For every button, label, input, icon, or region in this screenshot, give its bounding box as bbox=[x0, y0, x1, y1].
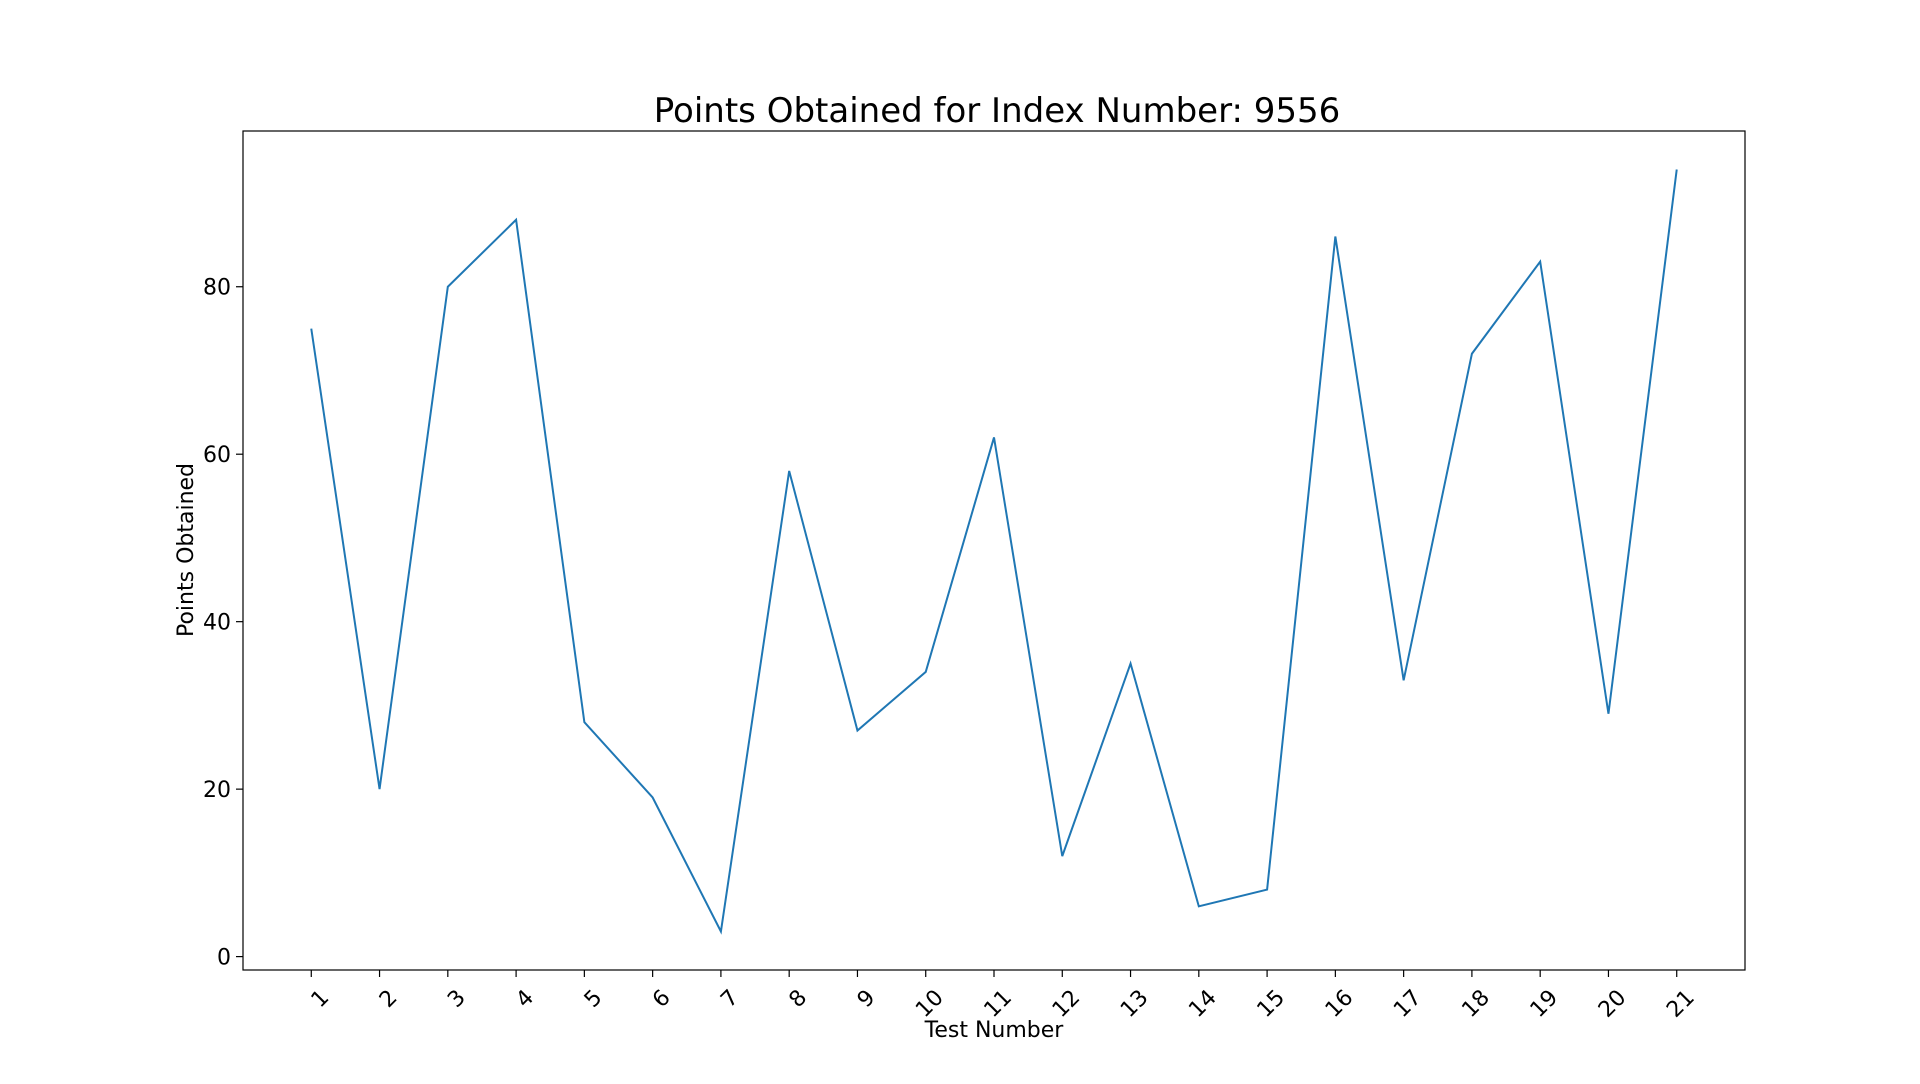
x-tick-label: 6 bbox=[648, 985, 676, 1013]
y-tick-label: 40 bbox=[203, 611, 231, 636]
x-tick-label: 21 bbox=[1662, 985, 1699, 1022]
x-tick-label: 20 bbox=[1594, 985, 1631, 1022]
x-tick-label: 14 bbox=[1184, 985, 1221, 1022]
y-tick-label: 20 bbox=[203, 778, 231, 803]
x-tick-label: 3 bbox=[443, 985, 471, 1013]
x-tick-label: 19 bbox=[1526, 985, 1563, 1022]
x-tick-label: 2 bbox=[375, 985, 403, 1013]
x-tick-label: 13 bbox=[1116, 985, 1153, 1022]
x-tick-label: 16 bbox=[1321, 985, 1358, 1022]
y-tick-label: 0 bbox=[217, 946, 231, 971]
series-line bbox=[310, 169, 1678, 935]
x-tick-label: 4 bbox=[512, 985, 540, 1013]
x-tick-label: 18 bbox=[1457, 985, 1494, 1022]
x-tick-label: 1 bbox=[307, 985, 335, 1013]
y-axis: 0 20 40 60 80 bbox=[203, 276, 243, 971]
plot-area bbox=[242, 130, 1746, 971]
x-tick-label: 7 bbox=[716, 985, 744, 1013]
x-axis: 1 2 3 4 5 6 7 8 9 10 11 12 13 14 15 16 17 18 19 20 21 bbox=[307, 970, 1700, 1023]
x-tick-label: 5 bbox=[580, 985, 608, 1013]
chart-title: Points Obtained for Index Number: 9556 bbox=[654, 91, 1341, 131]
y-tick-label: 80 bbox=[203, 276, 231, 301]
y-tick-label: 60 bbox=[203, 443, 231, 468]
x-tick-label: 17 bbox=[1389, 985, 1426, 1022]
x-tick-label: 15 bbox=[1253, 985, 1290, 1022]
x-tick-label: 9 bbox=[853, 985, 881, 1013]
x-axis-label: Test Number bbox=[924, 1018, 1065, 1043]
y-axis-label: Points Obtained bbox=[174, 463, 199, 637]
x-tick-label: 8 bbox=[785, 985, 813, 1013]
